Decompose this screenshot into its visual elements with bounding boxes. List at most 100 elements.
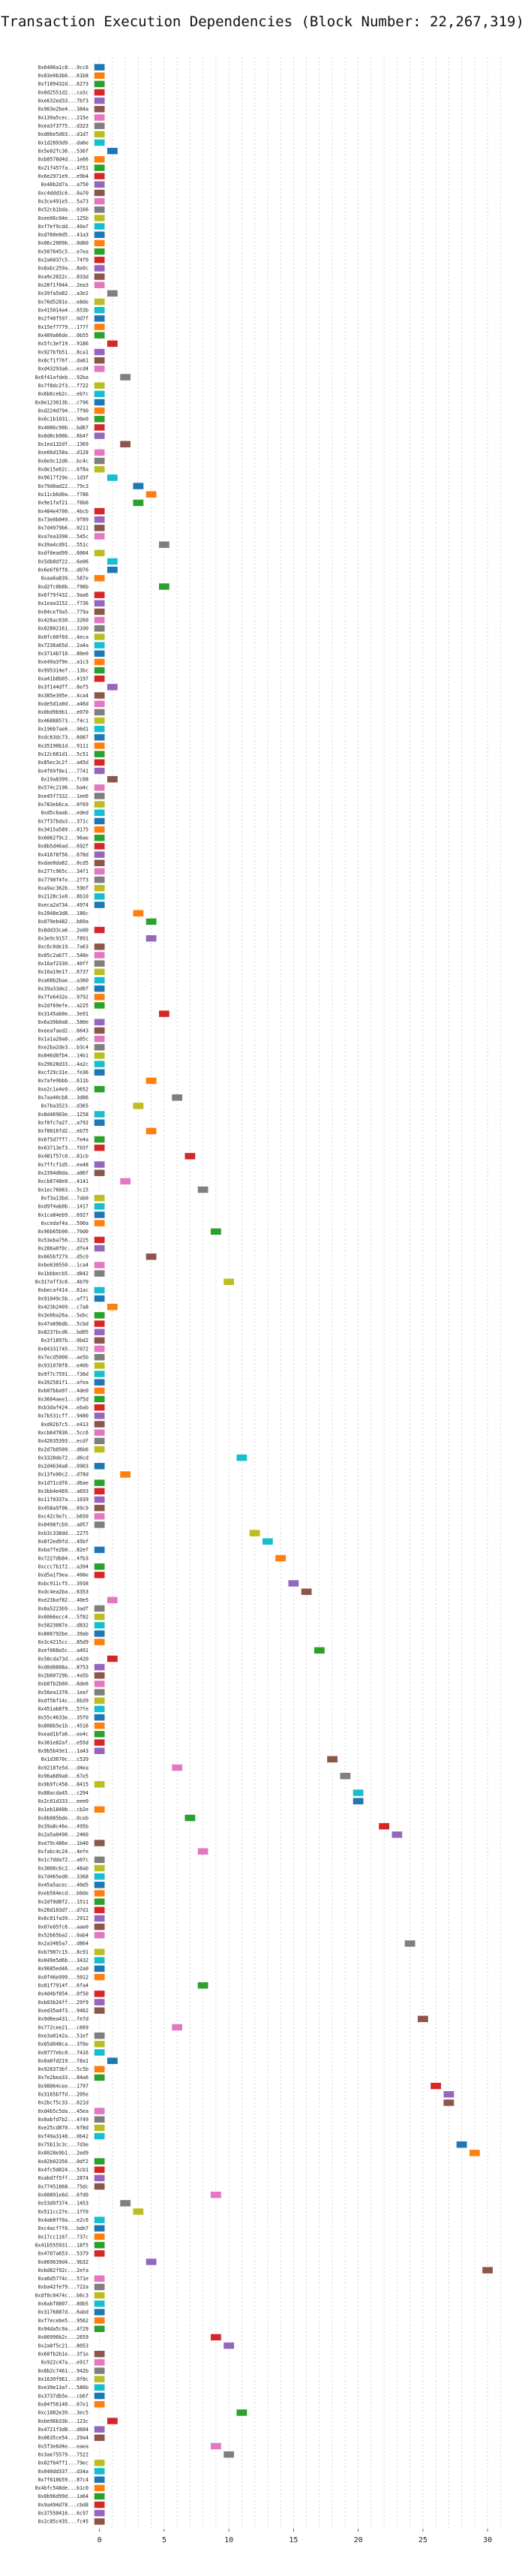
task-bar: [392, 1831, 402, 1837]
task-bar: [94, 1706, 105, 1712]
task-bar: [94, 726, 105, 732]
y-tick-label: 0x2a0f5c21...8053: [38, 2343, 89, 2349]
task-bar: [94, 1966, 105, 1972]
y-tick-label: 0xc4acf7f6...bde7: [38, 2225, 89, 2231]
task-bar: [94, 1739, 105, 1745]
y-tick-label: 0xf7ef9cdd...40a7: [38, 224, 89, 230]
y-tick-label: 0xbecaf414...81ac: [38, 1287, 89, 1293]
task-bar: [94, 2385, 105, 2391]
task-bar: [224, 1279, 234, 1285]
task-bar: [94, 885, 105, 891]
task-bar: [94, 1681, 105, 1687]
task-bar: [94, 2468, 105, 2474]
y-tick-label: 0x39a4cd91...551c: [38, 542, 89, 548]
task-bar: [94, 1865, 105, 1871]
y-tick-label: 0x53eba756...3225: [38, 1237, 89, 1243]
y-tick-label: 0xd4b5c5da...45ea: [38, 2108, 89, 2114]
y-tick-label: 0x11cb6d0a...f786: [38, 492, 89, 498]
task-bar: [94, 315, 105, 321]
task-bar: [94, 307, 105, 313]
task-bar: [146, 935, 157, 941]
y-tick-label: 0x4707a653...5379: [38, 2251, 89, 2257]
y-tick-label: 0x2d4634a8...0903: [38, 1464, 89, 1470]
task-bar: [94, 1698, 105, 1704]
y-tick-label: 0x3145ab0e...3e91: [38, 1011, 89, 1017]
y-tick-label: 0x409a66de...0b55: [38, 333, 89, 339]
task-bar: [94, 1371, 105, 1377]
y-tick-label: 0x772cee21...c669: [38, 2024, 89, 2030]
y-tick-label: 0x2df69efe...a225: [38, 1003, 89, 1009]
y-tick-label: 0xdf0c0474c...b6c3: [35, 2292, 88, 2298]
y-tick-label: 0x806792be...39ab: [38, 1631, 89, 1637]
x-tick-label: 25: [418, 2536, 428, 2544]
y-tick-label: 0x5e02fc36...536f: [38, 148, 89, 154]
task-bar: [94, 1547, 105, 1553]
y-tick-label: 0x3176887d...6abd: [38, 2310, 89, 2316]
y-tick-label: 0x96a689a0...67e5: [38, 1773, 89, 1779]
task-bar: [94, 1195, 105, 1201]
y-tick-label: 0x277c965c...34f1: [38, 868, 89, 874]
task-bar: [172, 1765, 182, 1771]
task-bar: [94, 2049, 105, 2055]
task-bar: [94, 1362, 105, 1368]
task-bar: [94, 1622, 105, 1628]
y-tick-label: 0x41b555931...18f5: [35, 2242, 88, 2248]
task-bar: [211, 2443, 221, 2449]
task-bar: [94, 1898, 105, 1904]
y-tick-label: 0xb3c338dd...2275: [38, 1530, 89, 1536]
task-bar: [94, 617, 105, 623]
y-tick-label: 0xb07bba97...4de0: [38, 1388, 89, 1394]
task-bar: [94, 106, 105, 112]
y-tick-label: 0x2f40f597...0d7f: [38, 316, 89, 322]
task-bar: [133, 2208, 143, 2214]
task-bar: [94, 2376, 105, 2382]
task-bar: [94, 1169, 105, 1175]
task-bar: [94, 810, 105, 816]
y-tick-label: 0x58cda73d...e420: [38, 1656, 89, 1662]
task-bar: [94, 64, 105, 70]
y-tick-label: 0x8b2c7461...942b: [38, 2368, 89, 2374]
y-tick-label: 0xc6c0de19...7a63: [38, 944, 89, 950]
task-bar: [94, 2183, 105, 2189]
y-tick-label: 0x458a9f06...69c9: [38, 1505, 89, 1511]
task-bar: [94, 986, 105, 992]
y-tick-label: 0x995314ef...13bc: [38, 667, 89, 673]
task-bar: [94, 760, 105, 766]
y-tick-label: 0x88acda45...c294: [38, 1790, 89, 1796]
task-bar: [198, 1982, 208, 1988]
y-tick-label: 0xd5c6aab...eded: [40, 810, 88, 816]
task-bar: [314, 1648, 325, 1654]
y-tick-label: 0x41678f56...678d: [38, 852, 89, 858]
task-bar: [94, 1497, 105, 1503]
y-tick-label: 0x02f64ff1...79ec: [38, 2460, 89, 2466]
task-bar: [107, 558, 118, 564]
task-bar: [94, 382, 105, 388]
y-tick-label: 0x84f56140...67e1: [38, 2401, 89, 2407]
task-bar: [133, 1103, 143, 1109]
task-bar: [457, 2141, 467, 2147]
task-bar: [94, 2359, 105, 2365]
task-bar: [94, 1136, 105, 1142]
task-bar: [94, 969, 105, 975]
task-bar: [94, 1999, 105, 2005]
y-tick-label: 0x2048e3d8...186c: [38, 910, 89, 916]
task-bar: [94, 1262, 105, 1268]
task-bar: [94, 2225, 105, 2231]
task-bar: [94, 2075, 105, 2081]
y-tick-label: 0x0066ecc4...5f82: [38, 1614, 89, 1620]
y-tick-label: 0xb3daf424...ebab: [38, 1404, 89, 1410]
y-tick-label: 0x26d103d7...d7d1: [38, 1907, 89, 1913]
y-tick-label: 0x7d4979b6...0211: [38, 525, 89, 531]
y-tick-label: 0x1639f961...0f8c: [38, 2376, 89, 2382]
task-bar: [94, 257, 105, 263]
y-tick-label: 0x3415a589...0175: [38, 826, 89, 832]
y-tick-label: 0x049e5d6b...3432: [38, 1958, 89, 1964]
y-tick-label: 0xd0be5d03...d1d7: [38, 131, 89, 137]
y-tick-label: 0x5823087e...d832: [38, 1623, 89, 1629]
y-tick-label: 0xe39e13af...586b: [38, 2385, 89, 2391]
y-tick-label: 0x927bfb51...8ca1: [38, 349, 89, 355]
y-tick-label: 0x2df0d8f2...1511: [38, 1899, 89, 1905]
task-bar: [133, 483, 143, 489]
y-tick-label: 0xf7ecebe5...9562: [38, 2318, 89, 2324]
y-tick-label: 0x6062f9c2...96ae: [38, 835, 89, 841]
